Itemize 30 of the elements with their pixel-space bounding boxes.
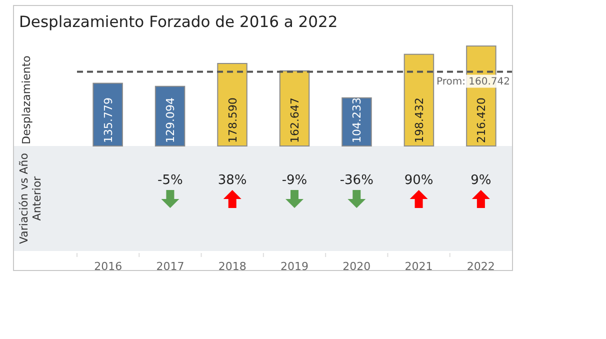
bar	[342, 97, 372, 146]
x-tick-label: 2022	[466, 260, 495, 273]
chart-title: Desplazamiento Forzado de 2016 a 2022	[19, 13, 338, 31]
x-tick-label: 2016	[94, 260, 122, 273]
text: 38%	[218, 173, 247, 188]
text: 90%	[404, 173, 434, 188]
bar	[92, 82, 123, 146]
data-label: 104.233	[350, 98, 364, 143]
y-axis-title: Desplazamiento	[20, 55, 33, 144]
data-label: 198.432	[412, 98, 426, 143]
x-tick-label: 2020	[342, 260, 371, 273]
x-tick-label: 2019	[280, 260, 308, 273]
bar	[404, 54, 434, 146]
bar	[154, 86, 186, 146]
x-tick-label: 2018	[218, 260, 246, 273]
data-label: 135.779	[102, 98, 115, 143]
text: 9%	[470, 173, 492, 188]
data-label: 178.590	[226, 98, 240, 143]
ref-line-label: Prom: 160.742	[436, 76, 510, 88]
bar	[217, 62, 248, 146]
data-label: 162.647	[288, 98, 302, 143]
text: -5%	[158, 173, 183, 188]
text: -36%	[340, 173, 374, 188]
text: -9%	[282, 173, 308, 188]
bar	[279, 70, 310, 146]
data-label: 216.420	[475, 98, 488, 143]
x-tick-label: 2017	[156, 260, 184, 273]
text: Variación vs Año Anterior	[18, 152, 44, 244]
data-label: 129.094	[164, 98, 178, 143]
x-tick-label: 2021	[404, 260, 433, 273]
